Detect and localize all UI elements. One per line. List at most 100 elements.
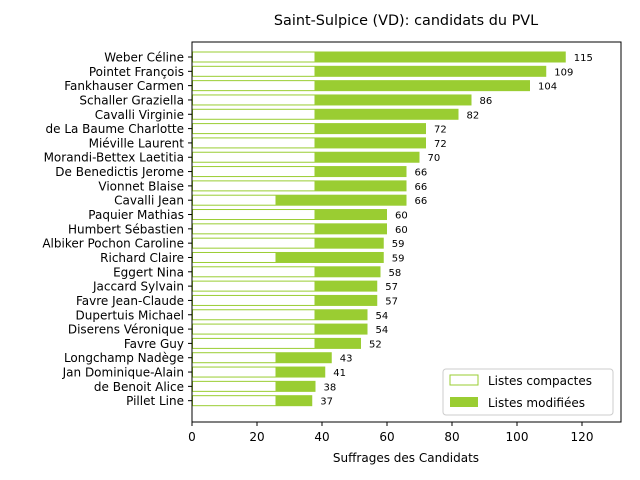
y-tick-label: Albiker Pochon Caroline (42, 237, 184, 251)
x-tick-label: 40 (314, 430, 329, 444)
bar-modifiees (316, 137, 427, 148)
y-tick-label: Humbert Sébastien (68, 222, 184, 236)
value-label: 86 (480, 96, 493, 107)
value-label: 60 (395, 211, 408, 222)
y-tick-label: Favre Guy (124, 337, 184, 351)
x-tick-label: 20 (249, 430, 264, 444)
value-label: 57 (385, 296, 398, 307)
y-tick-label: Schaller Graziella (79, 93, 184, 107)
y-tick-label: Diserens Véronique (68, 323, 184, 337)
bar-compactes (193, 181, 316, 191)
value-label: 66 (415, 168, 428, 179)
value-label: 43 (340, 354, 353, 365)
value-label: 66 (415, 196, 428, 207)
value-label: 37 (320, 397, 333, 408)
value-label: 52 (369, 339, 382, 350)
legend-label-modifiees: Listes modifiées (488, 396, 585, 410)
value-label: 115 (574, 53, 593, 64)
x-axis-label: Suffrages des Candidats (333, 451, 479, 465)
y-tick-label: Cavalli Jean (114, 194, 184, 208)
bar-modifiees (316, 94, 472, 105)
bar-modifiees (316, 180, 407, 191)
y-tick-label: Pointet François (89, 65, 184, 79)
value-label: 104 (538, 82, 557, 93)
y-tick-label: Paquier Mathias (88, 208, 184, 222)
bar-modifiees (277, 352, 332, 363)
value-label: 59 (392, 253, 405, 264)
x-tick-label: 0 (188, 430, 196, 444)
y-tick-label: Fankhauser Carmen (64, 79, 184, 93)
bar-modifiees (316, 223, 388, 234)
y-tick-label: de Benoit Alice (94, 380, 184, 394)
y-tick-label: Longchamp Nadège (64, 351, 184, 365)
value-label: 59 (392, 239, 405, 250)
value-label: 72 (434, 139, 447, 150)
bar-compactes (193, 367, 277, 377)
y-tick-label: de La Baume Charlotte (46, 122, 185, 136)
y-tick-label: Richard Claire (100, 251, 184, 265)
y-tick-label: Jaccard Sylvain (92, 280, 184, 294)
x-axis-ticks: 0 20 40 60 80 100 120 (188, 422, 593, 444)
bar-modifiees (277, 381, 316, 392)
bar-modifiees (316, 295, 378, 306)
value-label: 60 (395, 225, 408, 236)
chart-title: Saint-Sulpice (VD): candidats du PVL (274, 13, 538, 29)
bar-compactes (193, 353, 277, 363)
legend-label-compactes: Listes compactes (488, 374, 592, 388)
x-tick-label: 120 (571, 430, 594, 444)
x-tick-label: 100 (506, 430, 529, 444)
bar-modifiees (316, 152, 420, 163)
bar-compactes (193, 81, 316, 91)
bar-modifiees (316, 338, 362, 349)
bar-modifiees (277, 252, 384, 263)
bar-compactes (193, 210, 316, 220)
legend-swatch-compactes (450, 375, 478, 385)
bar-compactes (193, 267, 316, 277)
bar-compactes (193, 310, 316, 320)
bar-compactes (193, 167, 316, 177)
bar-modifiees (316, 52, 566, 63)
bar-modifiees (316, 266, 381, 277)
bar-compactes (193, 295, 316, 305)
y-tick-label: Dupertuis Michael (76, 308, 184, 322)
bar-compactes (193, 238, 316, 248)
y-tick-label: Weber Céline (104, 51, 184, 65)
bar-modifiees (316, 281, 378, 292)
value-label: 66 (415, 182, 428, 193)
value-label: 58 (389, 268, 402, 279)
bar-modifiees (277, 367, 326, 378)
bar-modifiees (316, 66, 547, 77)
value-label: 72 (434, 125, 447, 136)
bar-modifiees (277, 395, 313, 406)
bar-compactes (193, 381, 277, 391)
y-tick-label: Pillet Line (126, 394, 184, 408)
value-label: 57 (385, 282, 398, 293)
value-label: 82 (467, 110, 480, 121)
bar-compactes (193, 195, 277, 205)
bar-compactes (193, 95, 316, 105)
x-tick-label: 80 (444, 430, 459, 444)
y-tick-label: Vionnet Blaise (98, 179, 184, 193)
bar-modifiees (316, 238, 384, 249)
bar-modifiees (316, 309, 368, 320)
bar-compactes (193, 109, 316, 119)
value-label: 70 (428, 153, 441, 164)
bar-compactes (193, 66, 316, 76)
value-label: 109 (554, 67, 573, 78)
bar-compactes (193, 281, 316, 291)
legend-swatch-modifiees (450, 397, 478, 407)
bar-compactes (193, 224, 316, 234)
y-tick-label: Miéville Laurent (89, 136, 185, 150)
bar-compactes (193, 338, 316, 348)
y-tick-label: De Benedictis Jerome (55, 165, 184, 179)
bar-compactes (193, 138, 316, 148)
y-tick-label: Morandi-Bettex Laetitia (44, 151, 184, 165)
value-label: 54 (376, 325, 389, 336)
value-label: 54 (376, 311, 389, 322)
bar-modifiees (316, 324, 368, 335)
bar-modifiees (316, 166, 407, 177)
bar-modifiees (316, 80, 531, 91)
bar-modifiees (316, 109, 459, 120)
